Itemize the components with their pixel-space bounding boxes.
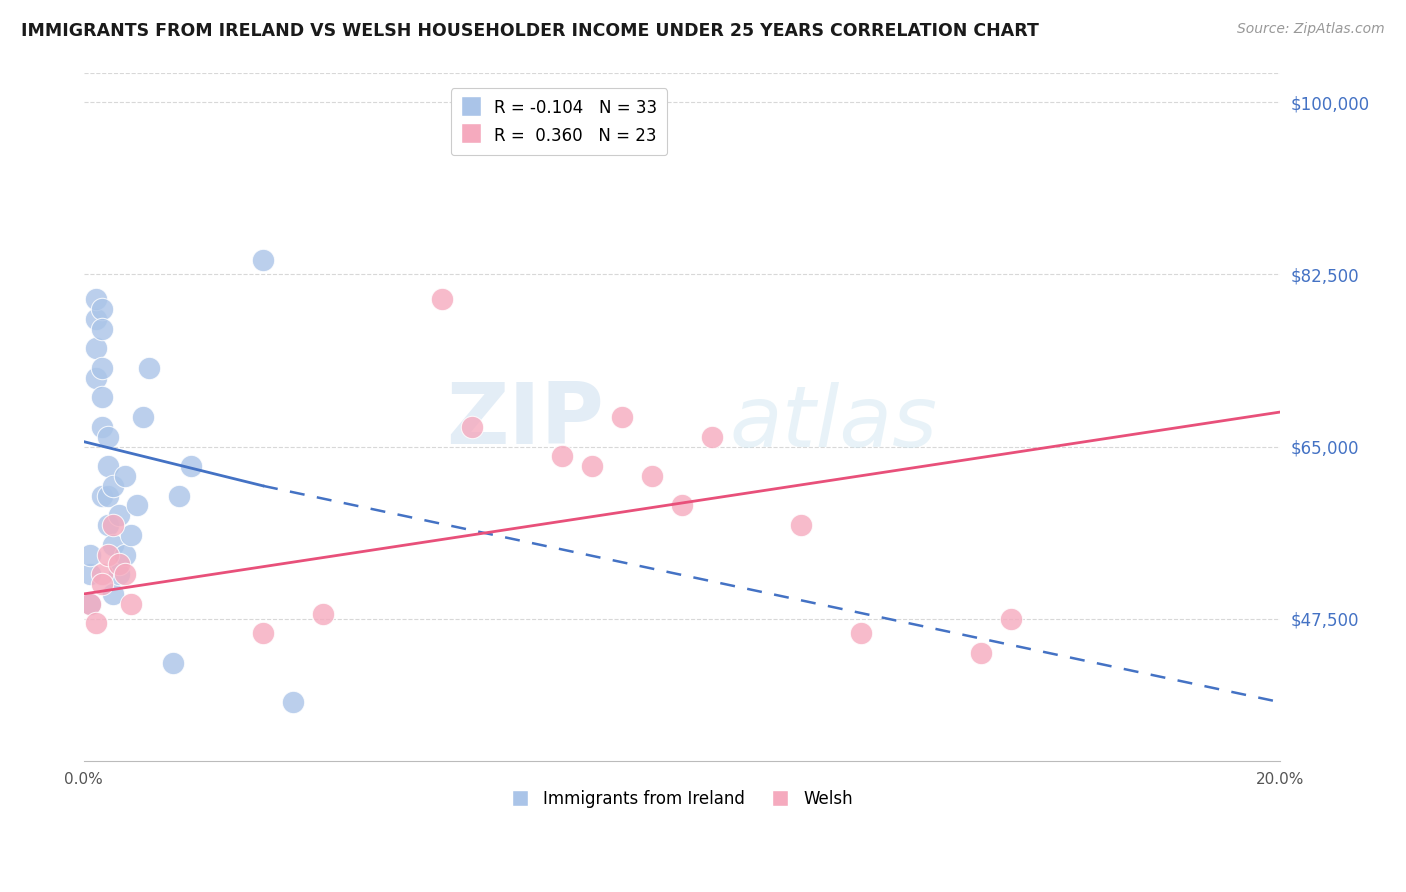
Text: ZIP: ZIP	[446, 379, 605, 462]
Point	[108, 567, 131, 582]
Point	[84, 616, 107, 631]
Point	[90, 489, 112, 503]
Text: atlas: atlas	[730, 383, 938, 466]
Point	[120, 597, 142, 611]
Point	[162, 656, 184, 670]
Point	[969, 646, 991, 660]
Point	[90, 301, 112, 316]
Point	[461, 420, 484, 434]
Point	[641, 469, 664, 483]
Point	[90, 577, 112, 591]
Point	[103, 479, 125, 493]
Point	[180, 459, 202, 474]
Point	[114, 469, 136, 483]
Point	[120, 528, 142, 542]
Point	[96, 548, 118, 562]
Point	[79, 597, 101, 611]
Point	[114, 567, 136, 582]
Point	[103, 587, 125, 601]
Point	[432, 292, 454, 306]
Text: Source: ZipAtlas.com: Source: ZipAtlas.com	[1237, 22, 1385, 37]
Point	[103, 538, 125, 552]
Point	[84, 311, 107, 326]
Point	[312, 607, 335, 621]
Legend: Immigrants from Ireland, Welsh: Immigrants from Ireland, Welsh	[503, 783, 860, 814]
Point	[96, 430, 118, 444]
Point	[127, 499, 149, 513]
Point	[132, 410, 155, 425]
Point	[138, 360, 160, 375]
Point	[252, 626, 274, 640]
Point	[581, 459, 603, 474]
Point	[90, 420, 112, 434]
Point	[849, 626, 872, 640]
Point	[90, 360, 112, 375]
Point	[252, 252, 274, 267]
Point	[1000, 611, 1022, 625]
Point	[281, 695, 304, 709]
Point	[96, 518, 118, 533]
Point	[96, 459, 118, 474]
Point	[700, 430, 723, 444]
Point	[84, 292, 107, 306]
Point	[79, 597, 101, 611]
Point	[103, 518, 125, 533]
Point	[79, 567, 101, 582]
Point	[671, 499, 693, 513]
Text: IMMIGRANTS FROM IRELAND VS WELSH HOUSEHOLDER INCOME UNDER 25 YEARS CORRELATION C: IMMIGRANTS FROM IRELAND VS WELSH HOUSEHO…	[21, 22, 1039, 40]
Point	[610, 410, 633, 425]
Point	[90, 321, 112, 335]
Point	[108, 558, 131, 572]
Point	[79, 548, 101, 562]
Point	[84, 370, 107, 384]
Point	[169, 489, 191, 503]
Point	[551, 450, 574, 464]
Point	[84, 341, 107, 355]
Point	[90, 567, 112, 582]
Point	[790, 518, 813, 533]
Point	[114, 548, 136, 562]
Point	[96, 489, 118, 503]
Point	[108, 508, 131, 523]
Point	[90, 390, 112, 404]
